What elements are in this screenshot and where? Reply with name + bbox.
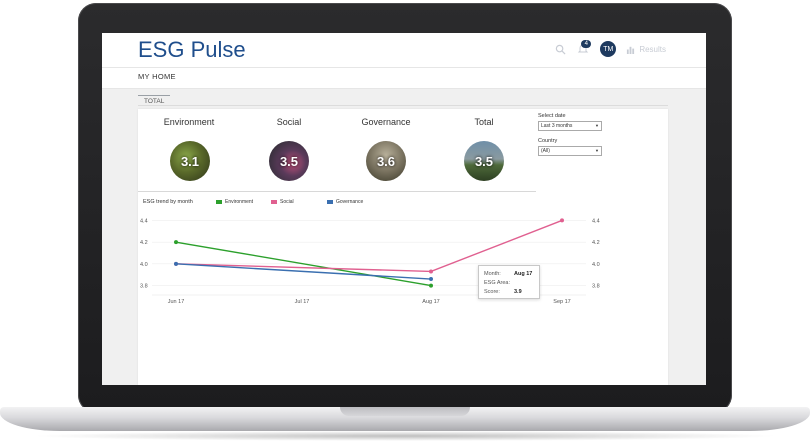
y-tick-label-left: 4.4 [140,218,148,224]
chart-title: ESG trend by month [143,199,193,205]
tooltip-score-row: Score: 3.9 [484,287,534,296]
header-actions: 4 TM Results [555,40,666,57]
tooltip-score-label: Score: [484,288,500,295]
y-tick-label-right: 4.4 [592,218,600,224]
x-tick-label: Sep 17 [553,299,570,305]
app-header: ESG Pulse 4 TM Results [102,33,706,67]
tab-total[interactable]: TOTAL [138,95,171,106]
score-label-environment: Environment [163,117,215,127]
x-tick-label: Jul 17 [295,299,310,305]
score-circle-environment[interactable]: 3.1 [170,141,210,181]
bar-chart-icon [627,46,635,54]
dashboard-panel: Environment 3.1 Social 3.5 Governance 3.… [138,109,668,385]
data-point-social[interactable] [560,218,564,223]
y-tick-label-right: 4.2 [592,240,600,246]
search-icon[interactable] [555,44,566,55]
tooltip-area-label: ESG Area: [484,279,510,286]
tooltip-month-label: Month: [484,270,501,277]
data-point-social[interactable] [429,269,433,274]
data-point-governance[interactable] [429,277,433,282]
x-tick-label: Aug 17 [422,299,439,305]
country-select[interactable]: (All) ▼ [538,146,602,156]
legend-swatch-social [271,200,277,204]
date-select-value: Last 3 months [541,123,573,129]
score-circle-governance[interactable]: 3.6 [366,141,406,181]
legend-label-social: Social [280,199,294,205]
app-title: ESG Pulse [138,37,246,62]
notification-badge: 4 [581,40,592,48]
legend-item-social[interactable]: Social [271,199,294,205]
chart-tooltip: Month: Aug 17 ESG Area: Score: 3.9 [478,265,540,299]
screen: ESG Pulse 4 TM Results MY HOME TOTAL Env… [102,33,706,385]
tooltip-month-value: Aug 17 [514,270,533,277]
tooltip-score-value: 3.9 [514,288,522,295]
legend-item-environment[interactable]: Environment [216,199,253,205]
legend-label-environment: Environment [225,199,254,205]
country-select-value: (All) [541,148,550,154]
legend-swatch-governance [327,200,333,204]
results-link[interactable]: Results [626,45,666,54]
legend-item-governance[interactable]: Governance [327,199,363,205]
legend-label-governance: Governance [336,199,364,205]
notifications-button[interactable]: 4 [576,40,592,56]
x-tick-label: Jun 17 [168,299,185,305]
y-tick-label-right: 4.0 [592,262,600,268]
laptop-notch [340,407,470,416]
trend-chart: 4.4 4.4 4.2 4.2 4.0 4.0 3.8 3.8 Jun 17 Jul 17 Aug … [140,218,600,305]
series-line-environment[interactable] [175,241,432,287]
laptop-shadow [30,431,780,441]
y-tick-label-left: 3.8 [140,284,148,290]
user-avatar[interactable]: TM [600,41,617,57]
score-circle-social[interactable]: 3.5 [269,141,309,181]
tab-divider [138,105,668,106]
nav-bar: MY HOME [102,67,706,89]
results-label: Results [639,44,666,54]
data-point-environment[interactable] [174,240,178,245]
score-label-governance: Governance [361,117,411,127]
date-select[interactable]: Last 3 months ▼ [538,121,602,131]
series-line-governance[interactable] [175,263,432,280]
chevron-down-icon: ▼ [595,148,599,153]
score-circle-total[interactable]: 3.5 [464,141,504,181]
data-point-environment[interactable] [429,283,433,288]
tooltip-month-row: Month: Aug 17 [484,269,534,278]
data-point-governance[interactable] [174,261,178,266]
score-label-social: Social [276,117,302,127]
date-filter-label: Select date [538,113,566,119]
legend-swatch-environment [216,200,222,204]
y-tick-label-left: 4.2 [140,240,148,246]
score-divider [138,191,536,192]
chevron-down-icon: ▼ [595,123,599,128]
y-tick-label-right: 3.8 [592,284,600,290]
country-filter-label: Country [538,138,558,144]
y-tick-label-left: 4.0 [140,262,148,268]
nav-my-home[interactable]: MY HOME [138,72,176,81]
tooltip-area-row: ESG Area: [484,278,534,287]
score-label-total: Total [474,117,494,127]
